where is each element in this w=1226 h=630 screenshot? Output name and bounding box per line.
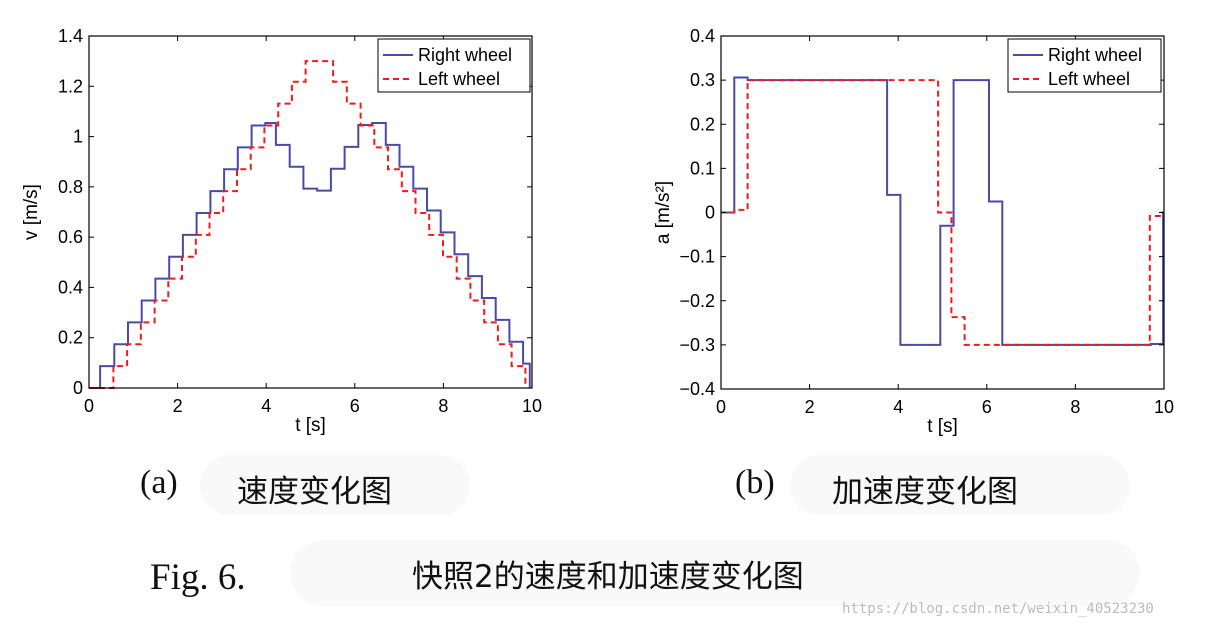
y-axis-label: a [m/s²] bbox=[653, 181, 674, 244]
y-tick-label: −0.1 bbox=[679, 247, 715, 267]
velocity-chart: 0 2 4 6 8 10 0 0.2 0.4 0.6 0.8 1 1.2 1.4 t [s] v [m/s] R… bbox=[21, 26, 542, 436]
y-tick-label: 0.8 bbox=[58, 177, 83, 197]
y-tick-label: 0.2 bbox=[690, 114, 715, 134]
y-tick-label: 0.4 bbox=[690, 26, 715, 46]
y-tick-label: −0.2 bbox=[679, 291, 715, 311]
caption-background-a bbox=[200, 455, 470, 515]
figure-caption: 快照2的速度和加速度变化图 bbox=[412, 559, 804, 595]
x-axis-label: t [s] bbox=[295, 415, 326, 436]
y-tick-label: 0 bbox=[705, 203, 715, 223]
figure-label: Fig. 6. bbox=[150, 557, 246, 598]
legend-label: Right wheel bbox=[418, 45, 512, 65]
legend-label: Left wheel bbox=[418, 69, 500, 89]
legend: Right wheel Left wheel bbox=[1007, 38, 1162, 93]
y-tick-label: 1 bbox=[73, 127, 83, 147]
y-tick-label: 0.2 bbox=[58, 328, 83, 348]
y-tick-label: 0 bbox=[73, 378, 83, 398]
y-tick-label: 1.4 bbox=[58, 26, 83, 46]
panel-a-caption: 速度变化图 bbox=[237, 474, 392, 510]
x-axis-label: t [s] bbox=[927, 416, 958, 437]
legend-label: Left wheel bbox=[1048, 69, 1130, 89]
y-tick-label: −0.4 bbox=[679, 379, 715, 399]
x-tick-label: 8 bbox=[1070, 397, 1080, 417]
legend: Right wheel Left wheel bbox=[377, 38, 531, 93]
legend-label: Right wheel bbox=[1048, 45, 1142, 65]
series-line-right-wheel bbox=[721, 76, 1165, 346]
y-tick-label: 0.6 bbox=[58, 227, 83, 247]
panel-b-label: (b) bbox=[735, 464, 775, 501]
y-tick-label: 0.1 bbox=[690, 158, 715, 178]
x-tick-label: 10 bbox=[522, 396, 542, 416]
x-tick-label: 4 bbox=[893, 397, 903, 417]
plot-frame bbox=[88, 35, 533, 389]
x-tick-label: 4 bbox=[261, 396, 271, 416]
watermark: https://blog.csdn.net/weixin_40523230 bbox=[842, 601, 1154, 617]
y-axis-label: v [m/s] bbox=[21, 184, 42, 240]
series-line-left-wheel bbox=[89, 60, 527, 389]
caption-background-fig bbox=[290, 540, 1140, 606]
series-line-left-wheel bbox=[721, 79, 1164, 346]
legend-box bbox=[1007, 38, 1162, 93]
acceleration-chart: 0 2 4 6 8 10 −0.4 −0.3 −0.2 −0.1 0 0.1 0.2 0.3 0.4 t [s… bbox=[653, 26, 1174, 437]
x-tick-label: 0 bbox=[716, 397, 726, 417]
x-tick-label: 2 bbox=[173, 396, 183, 416]
x-tick-label: 6 bbox=[982, 397, 992, 417]
y-tick-label: 0.4 bbox=[58, 277, 83, 297]
panel-a-label: (a) bbox=[140, 464, 178, 501]
y-tick-label: −0.3 bbox=[679, 335, 715, 355]
series-line-right-wheel bbox=[89, 122, 531, 389]
x-tick-label: 0 bbox=[84, 396, 94, 416]
y-tick-label: 1.2 bbox=[58, 76, 83, 96]
caption-background-b bbox=[790, 455, 1130, 515]
x-tick-label: 8 bbox=[438, 396, 448, 416]
y-tick-label: 0.3 bbox=[690, 70, 715, 90]
x-tick-label: 10 bbox=[1154, 397, 1174, 417]
legend-box bbox=[377, 38, 531, 93]
panel-b-caption: 加速度变化图 bbox=[832, 474, 1018, 510]
x-tick-label: 2 bbox=[805, 397, 815, 417]
x-tick-label: 6 bbox=[350, 396, 360, 416]
